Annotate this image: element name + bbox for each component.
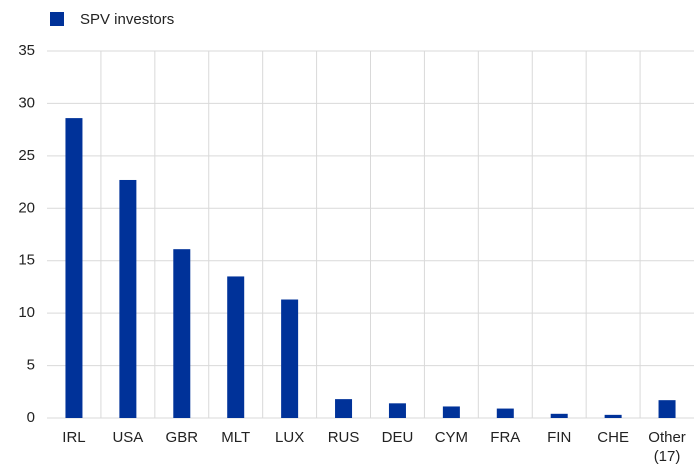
x-tick-label: CYM xyxy=(435,429,468,446)
x-tick-label: FIN xyxy=(547,429,571,446)
bar xyxy=(550,413,568,418)
x-tick-label: RUS xyxy=(328,429,360,446)
bar xyxy=(496,408,514,418)
y-tick-label: 15 xyxy=(18,252,35,269)
x-tick-label: IRL xyxy=(62,429,85,446)
y-tick-label: 0 xyxy=(27,409,35,426)
x-tick-label: LUX xyxy=(275,429,304,446)
bar xyxy=(227,276,245,418)
y-tick-label: 35 xyxy=(18,42,35,59)
bar xyxy=(658,400,676,418)
x-tick-label: MLT xyxy=(221,429,250,446)
bar xyxy=(335,399,353,418)
bar xyxy=(388,403,406,418)
legend-label: SPV investors xyxy=(80,11,174,28)
bar xyxy=(281,299,299,418)
bar xyxy=(119,179,137,418)
y-tick-label: 25 xyxy=(18,147,35,164)
y-tick-label: 5 xyxy=(27,357,35,374)
y-tick-label: 10 xyxy=(18,304,35,321)
bar xyxy=(65,118,83,418)
x-tick-label: CHE xyxy=(597,429,629,446)
x-tick-label: Other (17) xyxy=(648,429,686,465)
x-tick-label: GBR xyxy=(166,429,199,446)
x-tick-label: FRA xyxy=(490,429,520,446)
x-tick-label: USA xyxy=(112,429,143,446)
y-tick-label: 30 xyxy=(18,94,35,111)
legend-swatch xyxy=(50,12,64,26)
bar xyxy=(442,406,460,418)
bar xyxy=(173,249,191,418)
bar xyxy=(604,414,622,418)
y-tick-label: 20 xyxy=(18,199,35,216)
x-tick-label: DEU xyxy=(382,429,414,446)
